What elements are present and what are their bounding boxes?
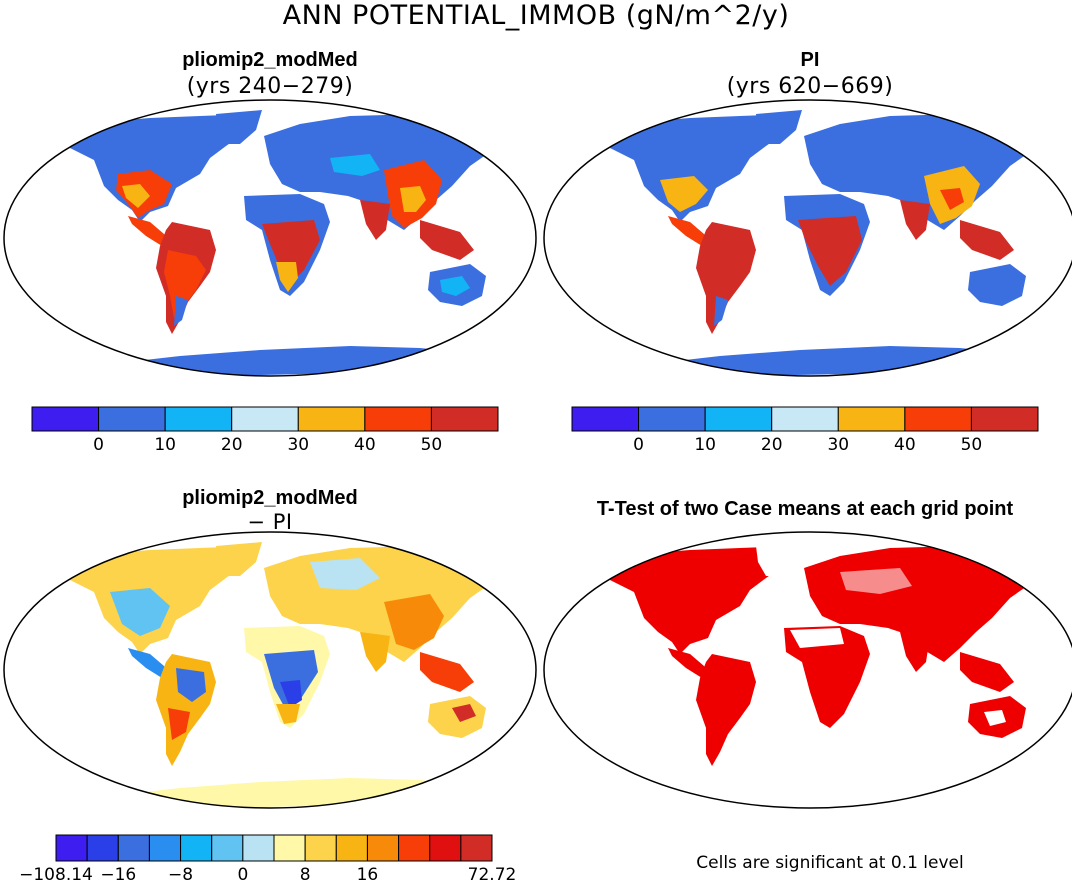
colorbar-tick-label: 50 xyxy=(421,435,443,455)
colorbar-box xyxy=(242,834,275,862)
map-panel-1 xyxy=(3,99,537,377)
main-title: ANN POTENTIAL_IMMOB (gN/m^2/y) xyxy=(282,0,790,31)
colorbar-box xyxy=(771,406,839,432)
colorbar-tick-label: 0 xyxy=(633,435,644,455)
colorbar-box xyxy=(366,834,400,862)
map-panel-2 xyxy=(543,99,1072,377)
colorbar-box xyxy=(86,834,119,862)
land-masses xyxy=(598,110,1060,376)
colorbar-box xyxy=(98,406,166,432)
colorbar-panel-2: 0 10 20 30 40 50 xyxy=(571,406,1039,455)
colorbar-tick-label: 10 xyxy=(154,435,176,455)
colorbar-box xyxy=(364,406,432,432)
colorbar-tick-label: 20 xyxy=(761,435,783,455)
colorbar-box xyxy=(704,406,773,432)
colorbar-tick-label: 0 xyxy=(93,435,104,455)
significant-cells xyxy=(598,542,1048,766)
colorbar-tick-label: 72.72 xyxy=(468,865,517,885)
map-panel-3 xyxy=(3,531,537,809)
colorbar-tick-label: 30 xyxy=(287,435,309,455)
colorbar-box xyxy=(571,406,640,432)
panel-3-title: pliomip2_modMed xyxy=(182,487,358,509)
colorbar-box xyxy=(231,406,299,432)
colorbar-tick-label: 50 xyxy=(961,435,983,455)
panel-3-subtitle: − PI xyxy=(247,510,293,534)
colorbar-panel-3: −108.14 −16 −8 0 8 16 72.72 xyxy=(19,834,517,885)
colorbar-tick-label: 16 xyxy=(357,865,379,885)
colorbar-box xyxy=(55,834,88,862)
colorbar-tick-label: −16 xyxy=(100,865,136,885)
colorbar-box xyxy=(304,834,337,862)
colorbar-panel-1: 0 10 20 30 40 50 xyxy=(31,406,499,455)
colorbar-tick-label: −108.14 xyxy=(19,865,93,885)
colorbar-box xyxy=(430,406,499,432)
panel-1-title: pliomip2_modMed xyxy=(182,49,358,71)
colorbar-tick-label: 0 xyxy=(237,865,248,885)
panel-2-title: PI xyxy=(800,49,820,71)
colorbar-box xyxy=(837,406,906,432)
colorbar-tick-label: 30 xyxy=(827,435,849,455)
colorbar-tick-label: 8 xyxy=(300,865,311,885)
colorbar-tick-label: 40 xyxy=(894,435,916,455)
colorbar-box xyxy=(117,834,150,862)
colorbar-tick-label: 10 xyxy=(694,435,716,455)
colorbar-tick-label: −8 xyxy=(168,865,193,885)
colorbar-tick-label: 40 xyxy=(354,435,376,455)
colorbar-box xyxy=(460,834,493,862)
colorbar-box xyxy=(180,834,213,862)
colorbar-box xyxy=(211,834,244,862)
colorbar-box xyxy=(31,406,100,432)
panel-1-subtitle: (yrs 240−279) xyxy=(186,74,354,99)
colorbar-box xyxy=(297,406,366,432)
map-panel-4 xyxy=(543,531,1072,809)
ttest-note: Cells are significant at 0.1 level xyxy=(696,853,964,873)
panel-2-subtitle: (yrs 620−669) xyxy=(726,74,894,99)
colorbar-box xyxy=(164,406,233,432)
colorbar-box xyxy=(904,406,972,432)
panel-4-title: T-Test of two Case means at each grid po… xyxy=(596,498,1014,520)
colorbar-box xyxy=(335,834,368,862)
colorbar-box xyxy=(398,834,431,862)
colorbar-box xyxy=(148,834,182,862)
colorbar-tick-label: 20 xyxy=(221,435,243,455)
colorbar-box xyxy=(638,406,706,432)
colorbar-box xyxy=(273,834,306,862)
colorbar-box xyxy=(429,834,462,862)
colorbar-box xyxy=(970,406,1039,432)
